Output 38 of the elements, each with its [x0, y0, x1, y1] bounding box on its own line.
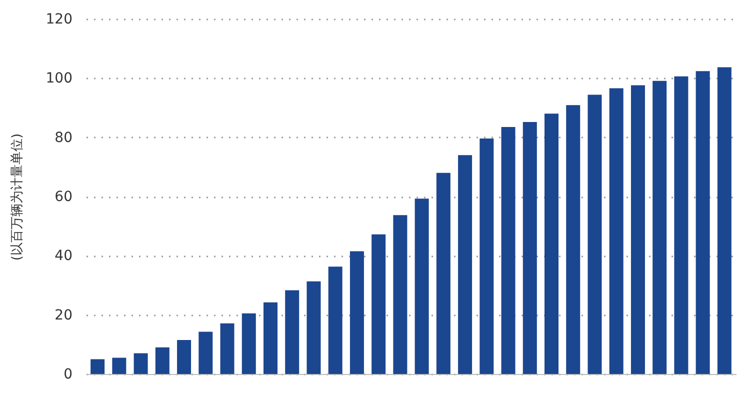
bar — [566, 105, 580, 374]
bar — [544, 114, 559, 374]
bar — [609, 88, 624, 374]
bar — [220, 323, 234, 374]
bar — [263, 302, 278, 374]
bar — [696, 71, 710, 374]
bar — [652, 80, 667, 374]
bar — [674, 76, 688, 374]
bar — [285, 290, 300, 374]
bar — [112, 358, 126, 374]
bar — [393, 215, 408, 374]
bar — [458, 155, 472, 374]
bar — [630, 85, 645, 374]
bar — [501, 126, 516, 374]
bar — [372, 234, 386, 374]
y-tick-label: 80 — [54, 130, 72, 146]
bar — [414, 198, 429, 374]
bar — [90, 359, 105, 374]
y-tick-label: 60 — [54, 189, 72, 205]
bar — [522, 122, 537, 374]
bar — [350, 251, 364, 374]
y-tick-label: 20 — [54, 307, 72, 324]
y-tick-label: 0 — [64, 366, 72, 382]
y-tick-label: 120 — [46, 12, 72, 28]
bar — [198, 332, 213, 374]
y-tick-label: 40 — [54, 248, 72, 264]
bar — [306, 281, 321, 374]
bar — [155, 347, 170, 374]
bar — [480, 138, 494, 374]
bar — [717, 67, 732, 374]
bar — [436, 172, 450, 374]
y-axis-title: (以百万辆为计量单位) — [10, 133, 25, 261]
bar — [134, 353, 148, 374]
y-tick-label: 100 — [46, 70, 72, 87]
bar — [588, 94, 602, 374]
bar — [177, 340, 192, 374]
bar — [242, 313, 256, 374]
bar — [328, 266, 342, 374]
